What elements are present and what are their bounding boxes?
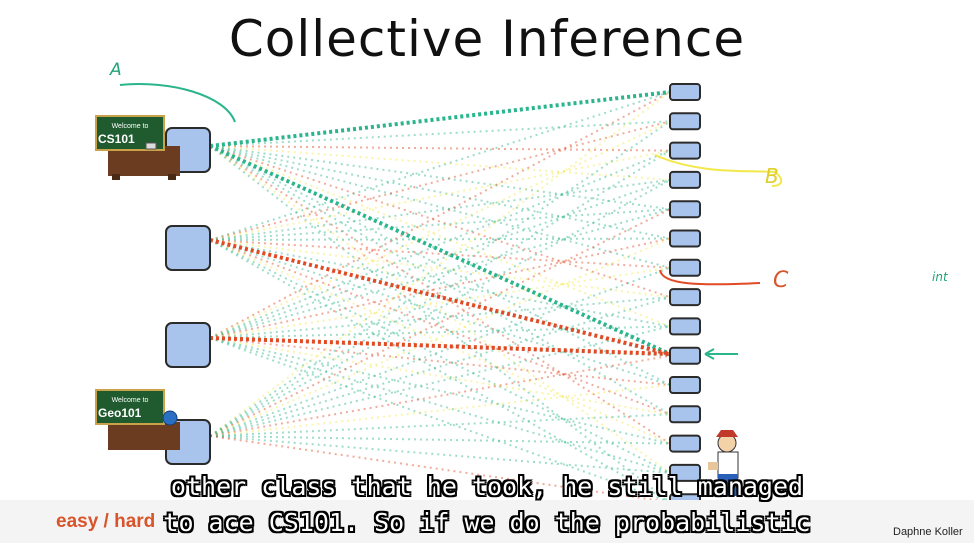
annotation-b-mark [654,154,783,187]
author-credit: Daphne Koller [893,526,963,538]
annotation-c: C [773,268,789,293]
arrow-icon [704,348,738,360]
subtitle-line-1: other class that he took, he still manag… [170,472,804,501]
edge [209,337,671,416]
edge [209,435,671,474]
edge [209,145,671,211]
edge [209,337,671,386]
difficulty-label: easy / hard [56,511,156,532]
edge [209,145,671,240]
edge [209,178,671,241]
student-node-13 [669,434,701,453]
student-node-7 [669,258,701,277]
student-node-2 [669,112,701,131]
edge [209,354,671,437]
edge-highlight [209,238,671,356]
edge [209,266,671,437]
edge [209,337,671,445]
course-node-3 [165,322,211,368]
annotation-a-arrow [119,83,236,123]
edge [209,239,671,386]
edge [209,208,671,339]
student-node-9 [669,317,701,336]
edge [209,145,671,445]
student-node-11 [669,376,701,394]
cs101-board-icon: Welcome to CS101 [95,115,180,180]
edge [209,145,671,328]
student-node-10 [669,346,701,365]
edge [209,296,671,437]
edge [209,237,671,339]
edge-highlight [209,90,671,148]
student-node-5 [669,200,701,219]
svg-text:CS101: CS101 [98,132,135,146]
svg-text:Welcome to: Welcome to [112,397,149,404]
edge [209,337,671,474]
edge-highlight [209,144,671,356]
edge [209,208,671,437]
edge [209,239,671,474]
course-node-2 [165,225,211,271]
student-node-12 [669,405,701,424]
edge [209,239,671,504]
edge [209,145,671,386]
edge [209,296,671,339]
edge [209,145,671,299]
student-node-6 [669,229,701,248]
edge [209,384,671,437]
annotation-int: int [932,270,948,284]
geo101-board-icon: Welcome to Geo101 [95,389,180,450]
annotation-b: B [765,164,779,188]
student-node-8 [669,288,701,307]
globe-icon [162,410,178,426]
edge [209,239,671,328]
subtitle-line-2: to ace CS101. So if we do the probabilis… [163,508,811,537]
edge-highlight [209,336,671,356]
edge [209,413,671,437]
edge [209,120,671,339]
edge [209,120,671,241]
edge [209,149,671,241]
edge [209,239,671,269]
student-node-4 [669,170,701,189]
edge [209,91,671,339]
bottom-band [0,500,974,543]
student-nodes [669,83,701,512]
edge [209,208,671,241]
edge [209,325,671,437]
edge [209,145,671,269]
student-node-3 [669,141,701,160]
slide-title: Collective Inference [228,10,746,68]
svg-text:Welcome to: Welcome to [112,123,149,130]
annotation-c-mark [659,269,761,286]
student-node-1 [669,83,701,101]
edge [209,435,671,445]
edges-layer [209,90,671,504]
edge [209,145,671,181]
edge [209,239,671,416]
edge [209,179,671,437]
annotation-a: A [110,60,122,80]
edge [209,145,671,474]
edge [209,145,671,503]
student-node-14 [669,463,701,482]
svg-text:Geo101: Geo101 [98,406,142,420]
edge [209,239,671,445]
person-icon [708,430,739,496]
edge [209,120,671,147]
edge [209,149,671,437]
edge [209,145,671,152]
edge [209,237,671,241]
edge [209,91,671,241]
